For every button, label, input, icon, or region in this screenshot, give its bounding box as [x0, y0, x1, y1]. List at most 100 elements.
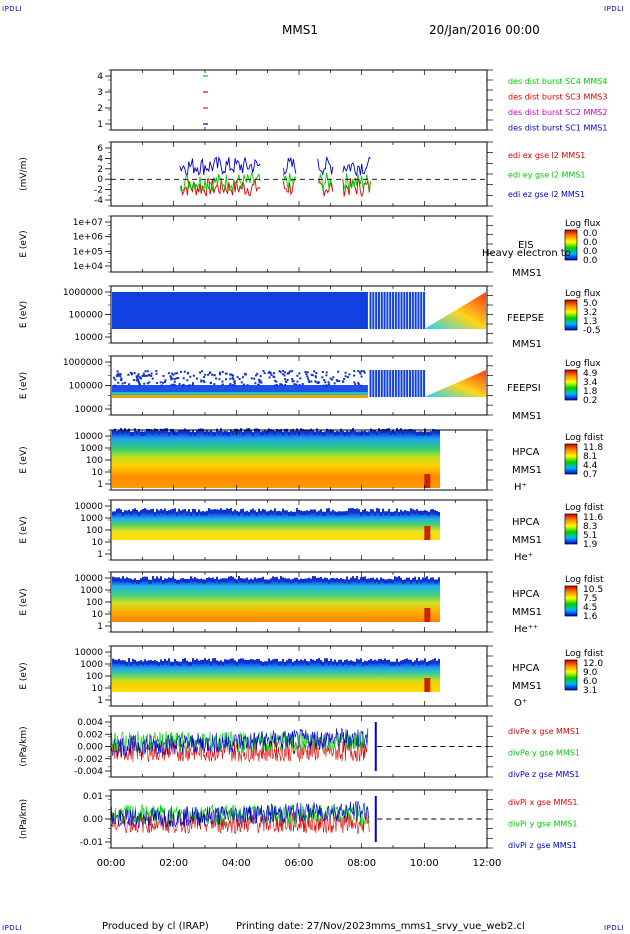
- spectrogram-pixel: [211, 373, 214, 376]
- spectrogram-edge: [260, 577, 262, 582]
- spectrogram-edge: [376, 577, 378, 582]
- y-tick-label: 3: [97, 88, 103, 98]
- legend-entry: des dist burst SC1 MMS1: [508, 124, 607, 133]
- spectrogram-edge: [394, 431, 396, 436]
- spectrogram-edge: [378, 579, 380, 584]
- y-tick-label: 10: [92, 468, 104, 478]
- spectrogram-edge: [246, 659, 248, 664]
- colorbar-value: 1.6: [583, 612, 598, 622]
- spectrogram-pixel: [173, 384, 176, 387]
- spectrogram-stripe: [414, 370, 417, 397]
- spectrogram-pixel: [282, 370, 285, 373]
- y-tick-label: 1000000: [63, 288, 103, 298]
- spectrogram-pixel: [117, 372, 120, 375]
- spectrogram-pixel: [173, 378, 176, 381]
- species-label: He⁺: [514, 552, 533, 563]
- spectrogram-edge: [210, 577, 212, 582]
- spectrogram-edge: [126, 429, 128, 434]
- spectrogram-edge: [140, 431, 142, 436]
- spectrogram-edge: [300, 578, 302, 583]
- spectrogram-edge: [308, 577, 310, 582]
- spectrogram-edge: [420, 510, 422, 515]
- spectrogram-edge: [160, 508, 162, 513]
- spectrogram-edge: [368, 431, 370, 436]
- spectrogram-edge: [248, 511, 250, 516]
- spectrogram-edge: [328, 429, 330, 434]
- spectrogram-edge: [136, 661, 138, 666]
- spectrogram-edge: [208, 508, 210, 513]
- spectrogram-edge: [420, 660, 422, 665]
- spectrogram-edge: [210, 509, 212, 514]
- spectrogram-edge: [202, 579, 204, 584]
- panel-hpca_he: 10000 1000 100 10 1 E (eV) Log fdist11.68.35.1…: [19, 499, 604, 563]
- spectrogram-pixel: [273, 372, 276, 375]
- spectrogram-edge: [410, 659, 412, 664]
- spectrogram-edge: [366, 431, 368, 436]
- spectrogram-edge: [340, 428, 342, 433]
- spectrogram-edge: [194, 577, 196, 582]
- spectrogram-edge: [326, 428, 328, 433]
- spectrogram-edge: [438, 511, 440, 516]
- instrument-label: MMS1: [512, 607, 542, 618]
- spectrogram-edge: [162, 579, 164, 584]
- colorbar: [564, 443, 578, 475]
- spectrogram-edge: [320, 509, 322, 514]
- spectrogram-pixel: [311, 374, 314, 377]
- spectrogram-edge: [226, 659, 228, 664]
- spectrogram-pixel: [291, 380, 294, 383]
- spectrogram-edge: [162, 661, 164, 666]
- spectrogram-edge: [210, 661, 212, 666]
- spectrogram-edge: [364, 508, 366, 513]
- spectrogram-pixel: [169, 375, 172, 378]
- y-tick-label: 4: [97, 72, 103, 82]
- spectrogram-stripe: [377, 370, 380, 397]
- spectrogram-edge: [354, 509, 356, 514]
- spectrogram-pixel: [321, 371, 324, 374]
- colorbar: [564, 369, 578, 401]
- spectrogram-edge: [210, 429, 212, 434]
- spectrogram-edge: [438, 577, 440, 582]
- y-tick-label: 10000: [74, 648, 103, 658]
- spectrogram-edge: [296, 508, 298, 513]
- colorbar-value: 3.1: [583, 686, 597, 696]
- spectrogram-edge: [188, 661, 190, 666]
- spectrogram-pixel: [192, 382, 195, 385]
- spectrogram-edge: [112, 658, 114, 663]
- colorbar-title: Log fdist: [565, 433, 604, 443]
- spectrogram-edge: [130, 431, 132, 436]
- legend-entry: divPe y gse MMS1: [508, 749, 580, 758]
- spectrogram-edge: [274, 658, 276, 663]
- spectrogram-band: [112, 385, 368, 393]
- spectrogram-edge: [268, 579, 270, 584]
- y-tick-label: 10000: [74, 574, 103, 584]
- corner-mark-bottom-left: IPDLI: [2, 924, 23, 932]
- spectrogram-pixel: [270, 373, 273, 376]
- colorbar-value: 5.1: [583, 531, 597, 541]
- spectrogram-edge: [396, 508, 398, 513]
- spectrogram-edge: [406, 577, 408, 582]
- spectrogram-edge: [192, 658, 194, 663]
- spectrogram-edge: [304, 430, 306, 435]
- spectrogram-edge: [176, 660, 178, 665]
- spectrogram-edge: [122, 430, 124, 435]
- spectrogram-edge: [124, 578, 126, 583]
- colorbar-value: 0.0: [583, 238, 598, 248]
- spectrogram-edge: [164, 578, 166, 583]
- spectrogram-edge: [182, 429, 184, 434]
- spectrogram-edge: [314, 576, 316, 581]
- spectrogram-edge: [164, 508, 166, 513]
- colorbar-value: 7.5: [583, 594, 597, 604]
- spectrogram-edge: [336, 430, 338, 435]
- spectrogram-edge: [198, 428, 200, 433]
- spectrogram-edge: [384, 511, 386, 516]
- spectrogram-pixel: [147, 373, 150, 376]
- spectrogram-edge: [374, 579, 376, 584]
- spectrogram-pixel: [279, 371, 282, 374]
- spectrogram-edge: [174, 431, 176, 436]
- spectrogram-pixel: [262, 370, 265, 373]
- spectrogram-pixel: [323, 379, 326, 382]
- colorbar-value: 0.0: [583, 229, 598, 239]
- spectrogram-edge: [130, 578, 132, 583]
- spectrogram-pixel: [116, 373, 119, 376]
- spectrogram-pixel: [143, 382, 146, 385]
